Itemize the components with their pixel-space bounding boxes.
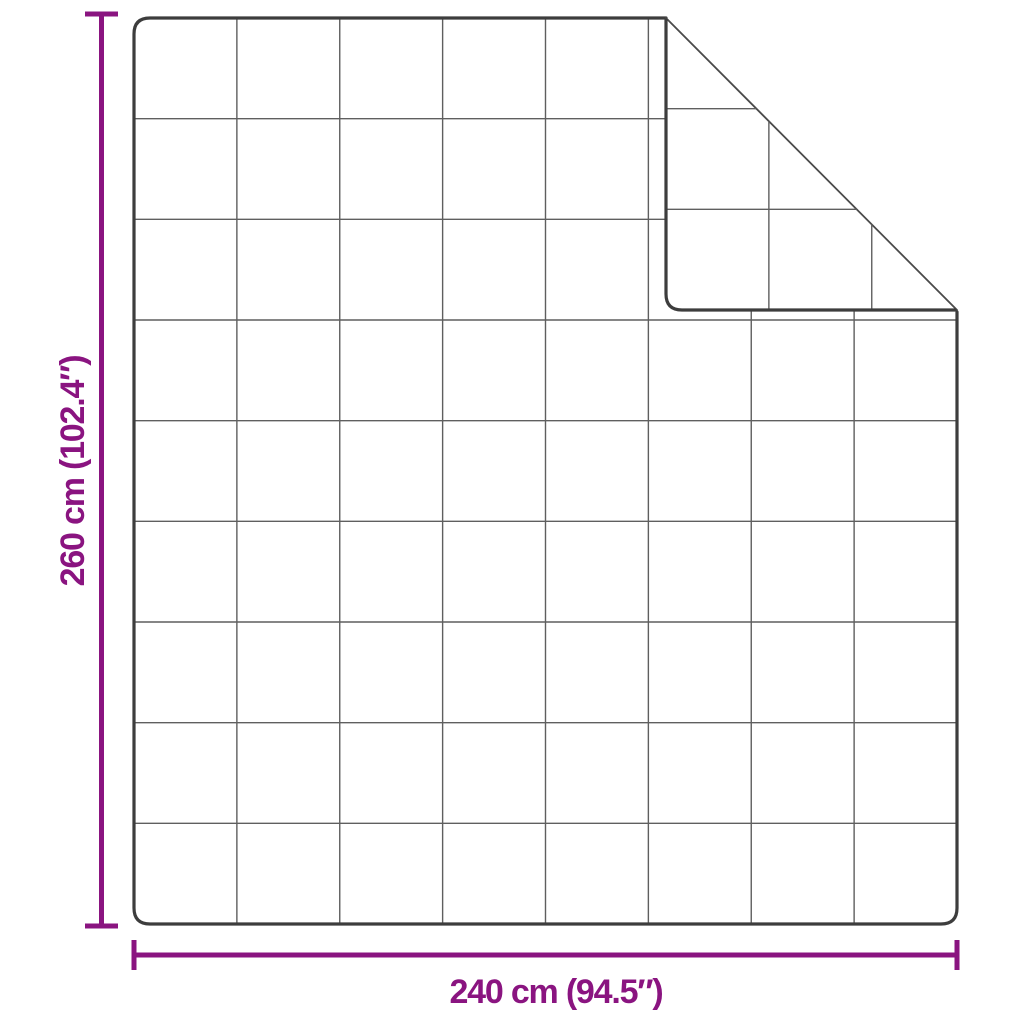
height-dimension: 260 cm (102.4″) bbox=[54, 11, 118, 929]
quilt-grid bbox=[134, 18, 957, 924]
blanket-outline bbox=[132, 16, 959, 926]
width-dimension-label: 240 cm (94.5″) bbox=[449, 973, 662, 1011]
width-dimension: 240 cm (94.5″) bbox=[131, 940, 960, 1011]
folded-corner-edge bbox=[664, 18, 957, 312]
folded-corner-quilt-grid bbox=[666, 107, 873, 310]
folded-corner bbox=[664, 17, 958, 312]
blanket bbox=[132, 16, 959, 926]
fold-crease-line bbox=[665, 17, 958, 311]
height-dimension-label: 260 cm (102.4″) bbox=[54, 356, 92, 587]
